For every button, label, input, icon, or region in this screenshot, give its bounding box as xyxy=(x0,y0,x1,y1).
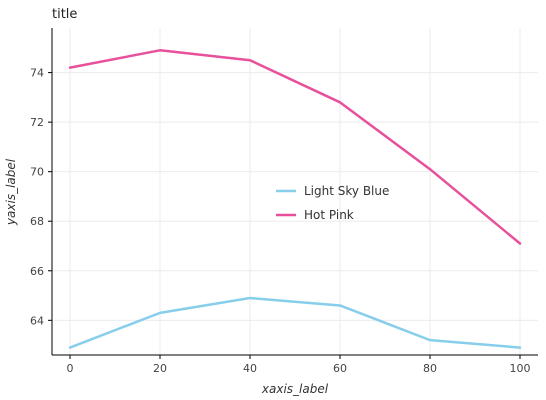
series-line-light-sky-blue xyxy=(68,296,522,349)
x-tick-label: 60 xyxy=(333,362,347,375)
legend-label-hot-pink: Hot Pink xyxy=(304,208,354,222)
y-tick-label: 68 xyxy=(30,215,44,228)
x-tick-label: 80 xyxy=(423,362,437,375)
series-line-hot-pink xyxy=(68,49,522,245)
y-tick-label: 66 xyxy=(30,265,44,278)
chart-title: title xyxy=(52,7,77,22)
y-tick-label: 64 xyxy=(30,314,44,327)
x-tick-label: 0 xyxy=(67,362,74,375)
legend-label-light-sky-blue: Light Sky Blue xyxy=(304,184,389,198)
y-axis-title: yaxis_label xyxy=(4,158,18,226)
series-group xyxy=(68,49,522,349)
y-tick-label: 72 xyxy=(30,116,44,129)
x-tick-label: 20 xyxy=(153,362,167,375)
x-tick-label: 100 xyxy=(510,362,531,375)
legend: Light Sky Blue Hot Pink xyxy=(276,184,389,222)
y-tick-label: 70 xyxy=(30,166,44,179)
x-ticks: 0 20 40 60 80 100 xyxy=(67,355,531,375)
y-ticks: 64 66 68 70 72 74 xyxy=(30,67,52,327)
grid xyxy=(52,28,538,355)
x-axis-title: xaxis_label xyxy=(261,382,329,396)
x-tick-label: 40 xyxy=(243,362,257,375)
y-tick-label: 74 xyxy=(30,67,44,80)
